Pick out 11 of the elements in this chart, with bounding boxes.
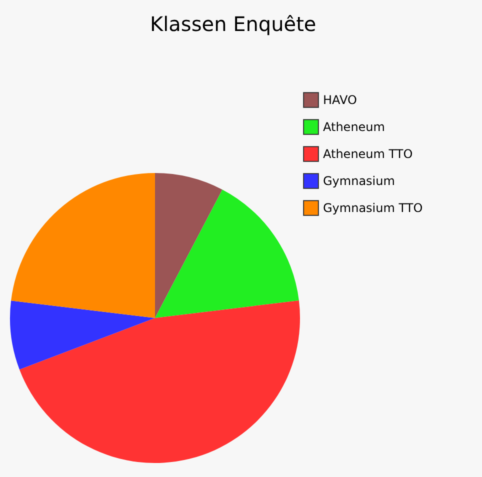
pie-slice — [155, 190, 299, 318]
legend-label: Atheneum — [323, 120, 385, 134]
legend-label: Gymnasium — [323, 174, 395, 188]
legend-label: Atheneum TTO — [323, 147, 413, 161]
legend-label: HAVO — [323, 93, 357, 107]
pie-slice — [11, 173, 155, 318]
pie-slice — [19, 300, 300, 463]
pie-slice — [155, 173, 222, 318]
pie-slice — [10, 300, 155, 370]
chart-title: Klassen Enquête — [150, 12, 316, 36]
legend-label: Gymnasium TTO — [323, 201, 423, 215]
